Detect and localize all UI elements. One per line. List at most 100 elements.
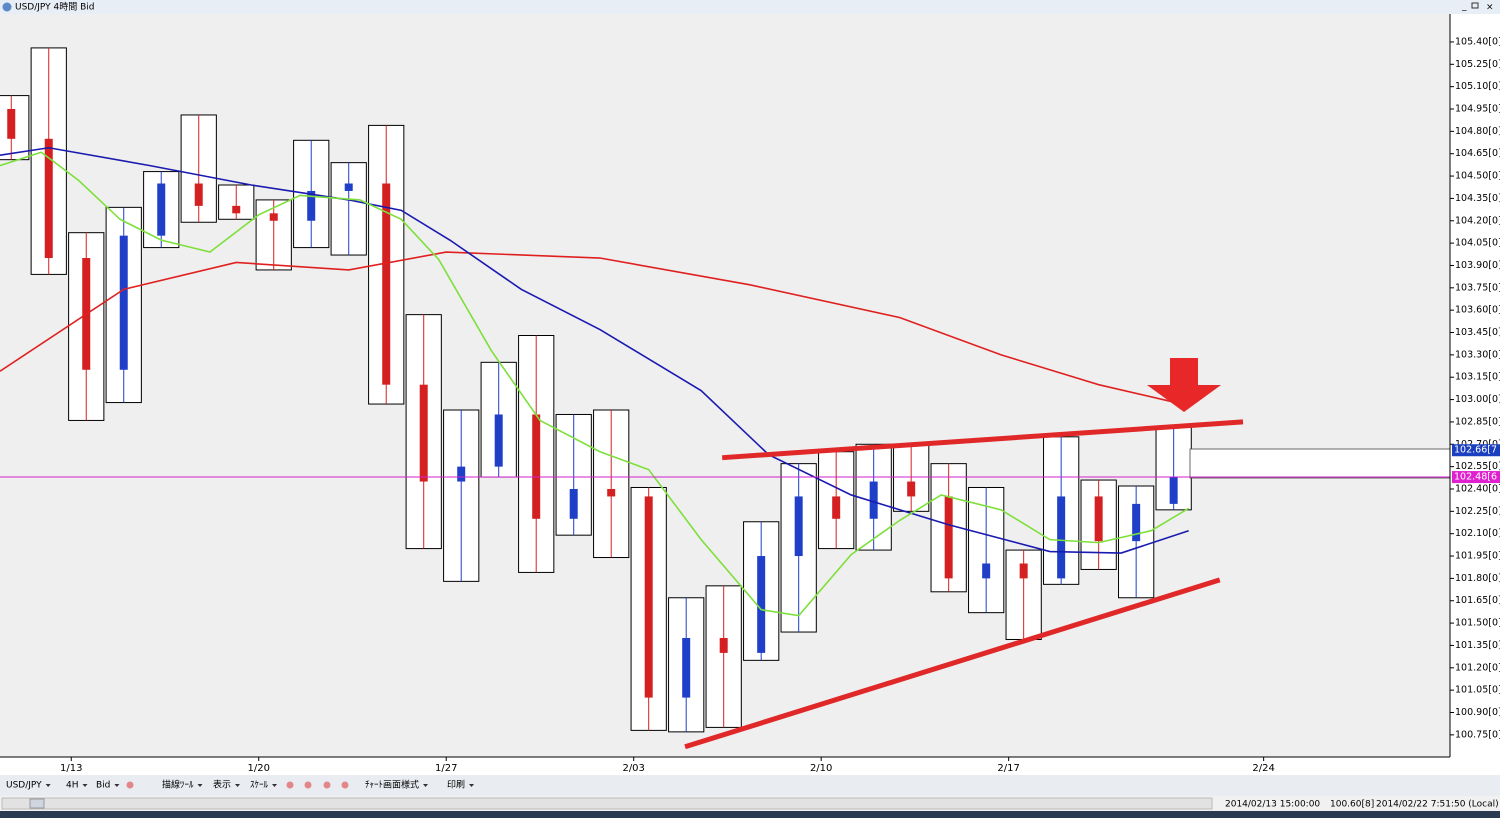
candle-body bbox=[157, 183, 166, 236]
price-axis bbox=[1450, 14, 1500, 757]
y-tick-label: 103.75[0] bbox=[1455, 282, 1500, 293]
toolbar-button[interactable]: 表示 bbox=[213, 779, 231, 791]
y-tick-label: 102.40[0] bbox=[1455, 483, 1500, 494]
candle-body bbox=[7, 109, 16, 139]
y-tick-label: 104.05[0] bbox=[1455, 238, 1500, 249]
toolbar-button[interactable]: 4H bbox=[66, 781, 79, 791]
candle-body bbox=[532, 414, 541, 519]
tool-icon bbox=[341, 781, 349, 789]
price-tag-label: 102.66[7 bbox=[1454, 445, 1497, 456]
x-tick-label: 2/03 bbox=[622, 763, 644, 774]
candle-body bbox=[1169, 477, 1178, 504]
candle-body bbox=[1132, 503, 1141, 542]
candle-body bbox=[682, 637, 691, 698]
svg-text:×: × bbox=[1486, 3, 1494, 13]
toolbar-button[interactable]: USD/JPY bbox=[6, 781, 42, 791]
toolbar-button[interactable]: 印刷 bbox=[447, 779, 465, 791]
y-tick-label: 104.35[0] bbox=[1455, 193, 1500, 204]
candle-body bbox=[1094, 496, 1103, 542]
candle-body bbox=[457, 466, 466, 482]
y-tick-label: 103.30[0] bbox=[1455, 349, 1500, 360]
y-tick-label: 101.65[0] bbox=[1455, 595, 1500, 606]
y-tick-label: 103.60[0] bbox=[1455, 305, 1500, 316]
tool-icon bbox=[304, 781, 312, 789]
candle-body bbox=[607, 488, 616, 497]
x-tick-label: 2/24 bbox=[1252, 763, 1274, 774]
y-tick-label: 100.75[0] bbox=[1455, 729, 1500, 740]
y-tick-label: 103.45[0] bbox=[1455, 327, 1500, 338]
candle-body bbox=[944, 496, 953, 579]
tool-icon bbox=[286, 781, 294, 789]
candle-body bbox=[1019, 563, 1028, 579]
y-tick-label: 105.10[0] bbox=[1455, 81, 1500, 92]
y-tick-label: 101.20[0] bbox=[1455, 662, 1500, 673]
y-tick-label: 105.25[0] bbox=[1455, 59, 1500, 70]
title-bar bbox=[0, 0, 1500, 14]
y-tick-label: 101.80[0] bbox=[1455, 573, 1500, 584]
y-tick-label: 102.25[0] bbox=[1455, 506, 1500, 517]
y-tick-label: 103.90[0] bbox=[1455, 260, 1500, 271]
x-tick-label: 1/13 bbox=[60, 763, 82, 774]
toolbar-button[interactable]: ｽｹｰﾙ bbox=[250, 780, 269, 791]
moving-average bbox=[0, 151, 1190, 617]
y-tick-label: 102.10[0] bbox=[1455, 528, 1500, 539]
candle-body bbox=[794, 496, 803, 557]
candle-body bbox=[269, 213, 278, 221]
price-tag-label: 102.48[6 bbox=[1454, 472, 1497, 483]
status-text: 2014/02/13 15:00:00 bbox=[1225, 800, 1320, 810]
x-tick-label: 1/27 bbox=[435, 763, 457, 774]
y-tick-label: 100.90[0] bbox=[1455, 707, 1500, 718]
candle-body bbox=[907, 481, 916, 497]
dropdown-arrow bbox=[114, 784, 120, 787]
dropdown-arrow bbox=[45, 784, 51, 787]
dropdown-arrow bbox=[423, 784, 429, 787]
dropdown-arrow bbox=[272, 784, 278, 787]
window-icon bbox=[2, 2, 12, 12]
toolbar-button[interactable]: ﾁｬｰﾄ画面様式 bbox=[365, 779, 419, 791]
y-tick-label: 104.50[0] bbox=[1455, 171, 1500, 182]
scrollbar[interactable] bbox=[1, 797, 1213, 810]
candle-body bbox=[569, 488, 578, 519]
y-tick-label: 101.50[0] bbox=[1455, 618, 1500, 629]
candle-body bbox=[382, 183, 391, 385]
x-tick-label: 1/20 bbox=[247, 763, 269, 774]
toolbar bbox=[0, 775, 1500, 796]
svg-text:_: _ bbox=[1461, 2, 1467, 12]
tool-icon bbox=[126, 781, 134, 789]
dropdown-arrow bbox=[82, 784, 88, 787]
scroll-thumb[interactable] bbox=[29, 798, 45, 809]
candle-body bbox=[119, 235, 128, 370]
candle-body bbox=[1057, 496, 1066, 579]
y-tick-label: 104.20[0] bbox=[1455, 215, 1500, 226]
toolbar-button[interactable]: 描線ﾂｰﾙ bbox=[162, 779, 194, 791]
x-tick-label: 2/10 bbox=[810, 763, 832, 774]
y-tick-label: 103.00[0] bbox=[1455, 394, 1500, 405]
candle-body bbox=[194, 183, 203, 206]
candle-body bbox=[832, 496, 841, 519]
candle-body bbox=[757, 556, 766, 653]
candle-body bbox=[644, 496, 653, 698]
dropdown-arrow bbox=[235, 784, 241, 787]
y-tick-label: 101.95[0] bbox=[1455, 551, 1500, 562]
window-buttons[interactable]: _ × bbox=[1461, 2, 1494, 13]
status-text: 2014/02/22 7:51:50 (Local) bbox=[1376, 800, 1499, 810]
down-arrow bbox=[1147, 358, 1221, 412]
candle-body bbox=[982, 563, 991, 579]
price-tag bbox=[1452, 471, 1500, 484]
y-tick-label: 104.95[0] bbox=[1455, 104, 1500, 115]
candle-body bbox=[494, 414, 503, 467]
y-tick-label: 102.55[0] bbox=[1455, 461, 1500, 472]
toolbar-button[interactable]: Bid bbox=[96, 781, 110, 791]
trendline bbox=[722, 419, 1244, 461]
price-tag bbox=[1452, 444, 1500, 457]
candle-body bbox=[869, 481, 878, 519]
x-tick-label: 2/17 bbox=[997, 763, 1019, 774]
candle-body bbox=[719, 637, 728, 653]
y-tick-label: 104.65[0] bbox=[1455, 148, 1500, 159]
y-tick-label: 105.40[0] bbox=[1455, 36, 1500, 47]
y-tick-label: 101.05[0] bbox=[1455, 685, 1500, 696]
moving-average bbox=[0, 146, 1189, 554]
window-title: USD/JPY 4時間 Bid bbox=[15, 2, 94, 13]
